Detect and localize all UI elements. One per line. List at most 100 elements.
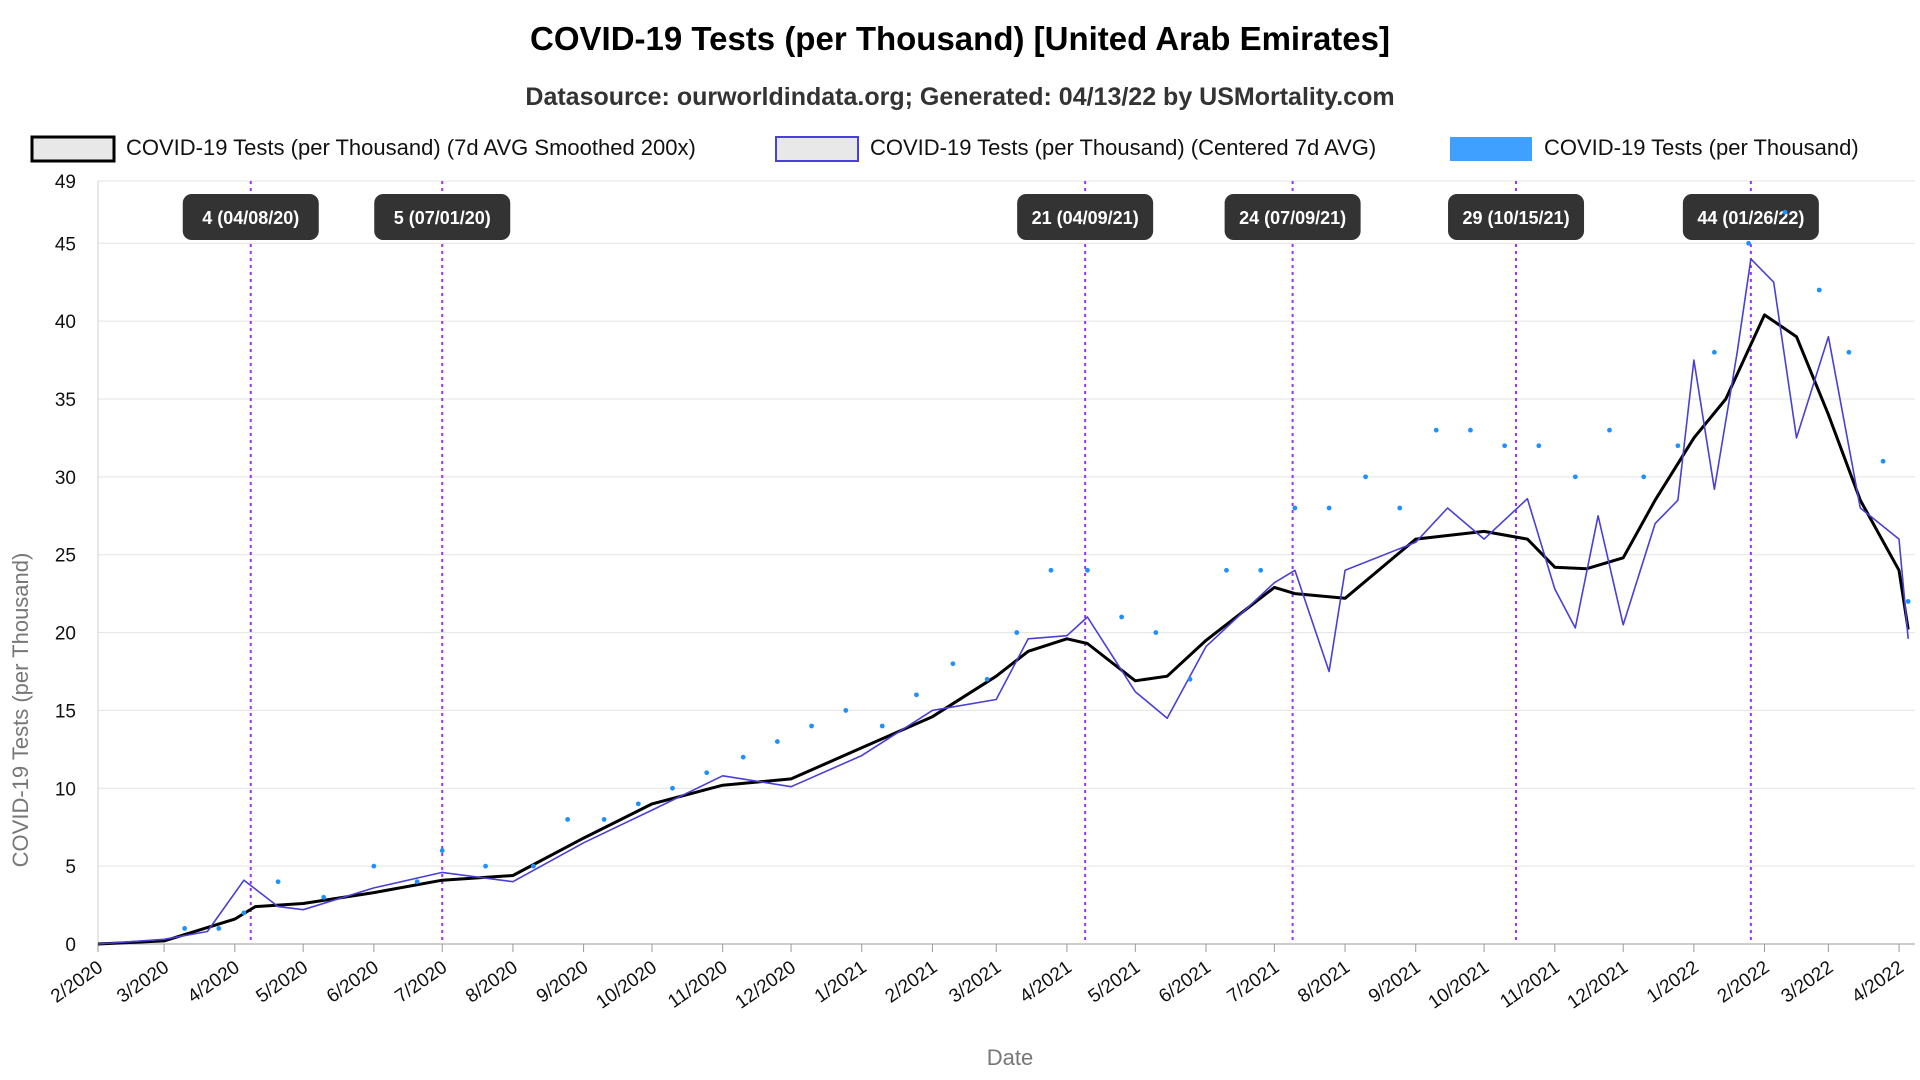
y-tick-label: 49 — [55, 172, 76, 193]
data-point — [601, 817, 607, 822]
legend-swatch — [30, 135, 116, 163]
x-tick-label: 2/2021 — [882, 957, 942, 1008]
annotation-label: 21 (04/09/21) — [1032, 208, 1139, 228]
y-tick-label: 15 — [55, 701, 76, 722]
data-point — [371, 863, 377, 869]
data-point — [879, 723, 885, 729]
legend: COVID-19 Tests (per Thousand) (7d AVG Sm… — [30, 135, 1859, 163]
data-point — [1258, 567, 1264, 573]
x-tick-label: 3/2021 — [945, 957, 1005, 1008]
annotations: 4 (04/08/20) 5 (07/01/20) 21 (04/09/21) 24 … — [182, 181, 1819, 944]
data-point — [1119, 614, 1125, 620]
y-tick-label: 30 — [55, 468, 76, 489]
data-point — [843, 708, 849, 713]
y-tick-label: 20 — [55, 624, 76, 645]
x-tick-label: 11/2021 — [1497, 957, 1564, 1013]
data-point — [1905, 599, 1911, 604]
x-axis-title: Date — [987, 1045, 1033, 1070]
x-tick-label: 4/2021 — [1016, 957, 1076, 1008]
data-point — [1048, 567, 1054, 573]
x-axis-ticks: 2/2020 3/2020 4/2020 5/2020 6/2020 7/2020 8/20… — [47, 957, 1908, 1014]
legend-swatch — [1450, 137, 1532, 161]
x-tick-label: 9/2020 — [533, 957, 593, 1008]
data-point — [439, 848, 445, 853]
data-point — [1292, 505, 1298, 511]
data-point — [1085, 567, 1090, 573]
data-point — [1641, 474, 1647, 480]
grid — [97, 180, 1915, 952]
x-tick-label: 1/2022 — [1643, 957, 1703, 1008]
annotation-label: 4 (04/08/20) — [202, 208, 299, 228]
series-line-smoothed — [97, 313, 1910, 946]
x-tick-label: 2/2020 — [47, 957, 107, 1008]
data-point — [1782, 209, 1788, 215]
data-point — [1153, 630, 1159, 635]
data-point — [1536, 443, 1542, 449]
legend-label: COVID-19 Tests (per Thousand) — [1544, 135, 1859, 160]
data-point — [275, 879, 281, 885]
x-tick-label: 3/2020 — [113, 957, 173, 1008]
annotation-box — [182, 194, 319, 240]
data-point — [241, 910, 247, 916]
x-tick-label: 7/2020 — [391, 957, 451, 1008]
x-tick-label: 4/2020 — [184, 957, 244, 1008]
y-tick-label: 35 — [55, 390, 76, 411]
annotation-box — [1224, 194, 1361, 240]
data-point — [704, 770, 710, 776]
data-point — [483, 863, 488, 869]
x-tick-label: 7/2021 — [1224, 957, 1284, 1008]
y-tick-label: 10 — [55, 779, 76, 800]
data-point — [950, 661, 956, 667]
legend-label: COVID-19 Tests (per Thousand) (Centered … — [870, 135, 1376, 160]
data-point — [414, 879, 420, 885]
legend-swatch — [775, 136, 859, 162]
chart-subtitle: Datasource: ourworldindata.org; Generate… — [525, 83, 1394, 111]
data-point — [565, 817, 571, 822]
y-axis-ticks: 0 5 10 15 20 25 30 35 40 45 49 — [55, 172, 76, 956]
data-point — [1880, 458, 1886, 464]
series-line-centered — [97, 258, 1909, 945]
x-tick-label: 6/2021 — [1155, 957, 1215, 1008]
data-point — [1675, 443, 1681, 449]
x-tick-label: 9/2021 — [1365, 957, 1425, 1008]
x-tick-label: 10/2020 — [593, 957, 661, 1014]
x-tick-label: 4/2022 — [1848, 957, 1908, 1008]
x-tick-label: 10/2021 — [1425, 957, 1493, 1014]
x-tick-label: 8/2021 — [1294, 957, 1354, 1008]
x-tick-label: 12/2021 — [1564, 957, 1632, 1014]
annotation-box — [1448, 194, 1585, 240]
data-point — [1326, 505, 1332, 511]
annotation-label: 24 (07/09/21) — [1239, 208, 1346, 228]
x-tick-label: 12/2020 — [732, 957, 800, 1014]
x-tick-label: 5/2021 — [1085, 957, 1145, 1008]
y-axis-title: COVID-19 Tests (per Thousand) — [8, 553, 33, 868]
data-point — [1224, 567, 1229, 573]
x-tick-label: 2/2022 — [1714, 957, 1774, 1008]
data-point — [1746, 240, 1751, 246]
y-tick-label: 40 — [55, 312, 76, 333]
annotation-label: 44 (01/26/22) — [1697, 208, 1804, 228]
x-tick-label: 1/2021 — [811, 957, 871, 1008]
data-point — [740, 754, 746, 760]
data-point — [1816, 287, 1822, 293]
data-point — [774, 739, 780, 744]
data-point — [216, 926, 222, 931]
data-point — [1468, 427, 1473, 433]
data-point — [1846, 349, 1852, 355]
annotation-label: 29 (10/15/21) — [1462, 208, 1569, 228]
chart-title: COVID-19 Tests (per Thousand) [United Ar… — [530, 20, 1390, 57]
annotation-label: 5 (07/01/20) — [394, 208, 491, 228]
data-point — [809, 723, 814, 729]
data-point — [321, 894, 327, 900]
x-tick-label: 5/2020 — [252, 957, 312, 1008]
data-point — [1502, 443, 1508, 449]
data-point — [635, 801, 641, 807]
legend-label: COVID-19 Tests (per Thousand) (7d AVG Sm… — [126, 135, 696, 160]
data-point — [1187, 676, 1193, 682]
plot-area — [97, 209, 1911, 946]
y-tick-label: 45 — [55, 234, 76, 255]
data-point — [1014, 630, 1020, 635]
y-tick-label: 0 — [65, 935, 76, 956]
data-point — [1607, 427, 1612, 433]
